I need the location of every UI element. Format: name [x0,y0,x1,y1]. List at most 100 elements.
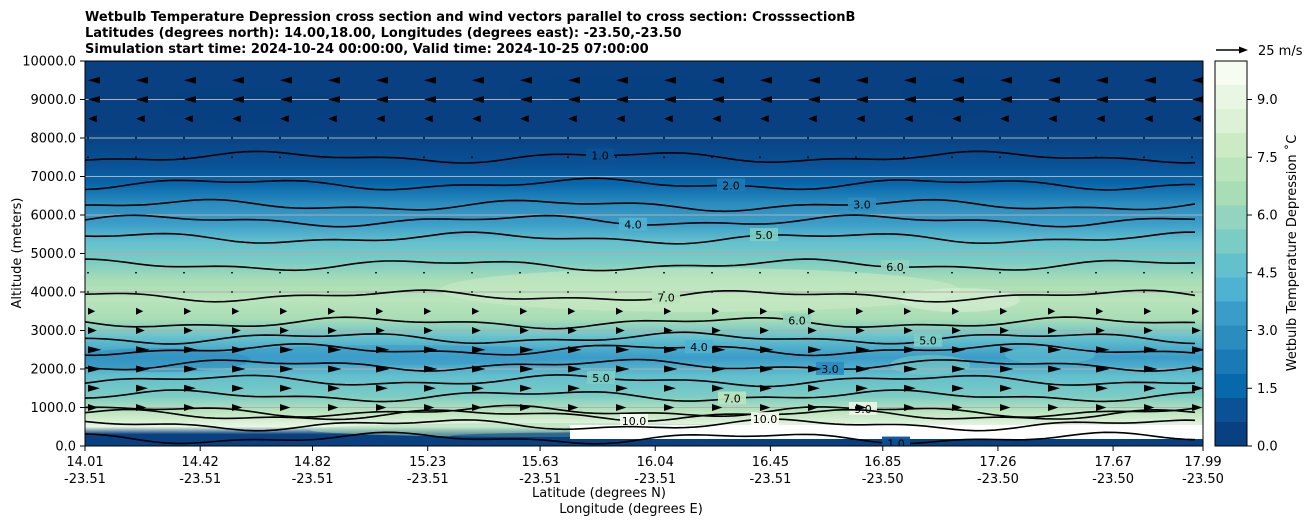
wind-vector [1192,404,1203,411]
wind-vector [184,346,198,354]
wind-vector [808,115,817,123]
wind-vector [664,115,673,123]
wind-vector [232,307,240,315]
wind-vector [472,76,484,84]
wind-vector [1096,365,1110,373]
contour-label-bg [586,148,614,162]
wind-vector [808,346,822,354]
colorbar-tick-label: 9.0 [1257,93,1278,108]
wind-vector [952,96,964,103]
wind-vector [1096,115,1105,123]
contour-label-bg [652,290,680,304]
wind-vector [472,307,480,315]
wind-vector [1191,271,1193,274]
wind-vector [568,365,582,373]
wind-vector [1000,404,1011,411]
wind-vector [567,137,569,139]
wind-vector [712,96,724,103]
y-tick-label: 4000.0 [31,286,77,301]
wind-vector [471,137,473,139]
wind-vector [952,346,966,354]
y-axis: 0.0 1000.0 2000.0 3000.0 4000.0 5000.0 6000.0 7… [22,55,85,455]
wind-vector [88,404,99,411]
wind-vector [1192,115,1201,123]
wind-vector [616,404,627,411]
wind-vector [951,156,953,159]
wind-vector [759,291,761,293]
contour-label-bg [881,260,909,274]
wind-vector [519,137,521,139]
wind-vector [1144,76,1156,84]
wind-vector [856,404,867,411]
wind-vector [952,76,964,84]
wind-vector [184,365,198,373]
wind-vector [376,384,388,392]
contour-label-bg [620,414,648,428]
wind-vector [1048,96,1060,103]
wind-key-label: 25 m/s [1258,44,1303,59]
wind-vector [87,137,89,139]
wind-vector [615,156,617,159]
contour-label-bg [718,391,746,405]
wind-vector [711,271,713,274]
wind-vector [1048,346,1062,354]
wind-vector [952,384,964,392]
wind-vector [712,365,726,373]
wind-vector [232,327,241,334]
wind-vector [520,327,529,334]
wind-vector [856,384,868,392]
wind-vector [1095,156,1097,159]
contour-label: 2.0 [722,180,740,193]
wind-vector [232,384,244,392]
wind-vector [616,76,628,84]
wind-vector [520,365,534,373]
wind-vector [1047,271,1049,274]
wind-vector [424,115,433,123]
wind-vector [519,156,521,159]
contour-label: 7.0 [657,292,675,305]
wind-vector [616,115,625,123]
x-tick-label-lon: -23.51 [179,472,221,487]
contour-line [85,358,1196,372]
wind-vector [280,96,292,103]
wind-vector [903,271,905,274]
wind-vector [1143,291,1145,293]
wind-vector [1048,365,1062,373]
contour-label: 3.0 [821,363,839,376]
wind-vector [424,327,433,334]
wind-vector [184,76,196,84]
wind-vector [1143,271,1145,274]
wind-vector [472,365,486,373]
wind-vector [856,96,868,103]
wind-vector [472,327,481,334]
wind-vector [232,96,244,103]
wind-vector [231,137,233,139]
wind-vector [615,291,617,293]
contour-label: 1.0 [887,438,905,451]
y-tick-label: 8000.0 [31,132,77,147]
y-tick-label: 7000.0 [31,170,77,185]
contour-line [85,331,1196,345]
wind-vector [88,76,100,84]
wind-vector [472,404,483,411]
x-axis-label-latitude: Latitude (degrees N) [532,486,666,501]
contour-label-bg [685,339,713,353]
wind-vector [424,76,436,84]
wind-vector [231,156,233,159]
wind-vector [424,404,435,411]
x-tick-label-lat: 14.82 [294,455,331,470]
field-texture [160,87,340,123]
wind-vector [1144,307,1152,315]
wind-vector [520,96,532,103]
wind-vector [568,96,580,103]
y-tick-label: 1000.0 [31,401,77,416]
x-tick-label-lon: -23.51 [519,472,561,487]
contour-label-bg [882,436,910,446]
wind-vector [903,137,905,139]
contour-label-bg [587,370,615,384]
wind-vector [808,327,817,334]
wind-vector [856,327,865,334]
contour-line [85,231,1195,245]
wind-vector [280,307,288,315]
wind-vector [712,327,721,334]
